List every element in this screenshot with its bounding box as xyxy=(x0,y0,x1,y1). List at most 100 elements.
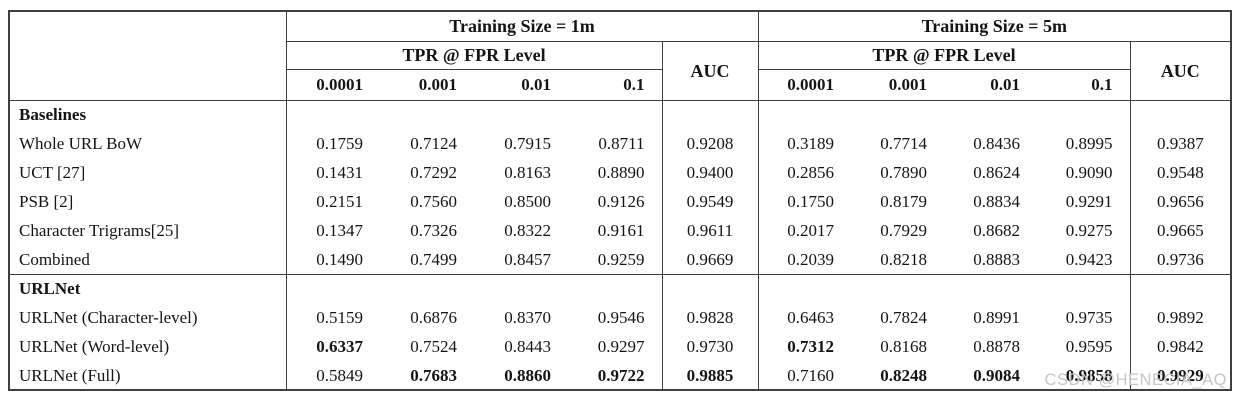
group-header-1m: Training Size = 1m xyxy=(286,11,759,42)
tpr-value: 0.7890 xyxy=(880,163,928,182)
tpr-value: 0.1490 xyxy=(316,249,363,269)
tpr-value: 0.9297 xyxy=(597,337,645,356)
tpr-value: 0.7292 xyxy=(410,163,457,182)
tpr-value: 0.8624 xyxy=(973,163,1021,182)
tpr-value: 0.9084 xyxy=(973,365,1021,385)
table-row: UCT [27] 0.1431 0.7292 0.8163 0.8890 0.9400 0.… xyxy=(9,158,1232,187)
empty-cell xyxy=(474,99,568,129)
auc-header-1m: AUC xyxy=(661,41,759,100)
tpr-value: 0.3189 xyxy=(787,134,835,153)
auc-value: 0.9548 xyxy=(1129,158,1232,187)
auc-value: 0.9549 xyxy=(661,187,759,216)
auc-value: 0.9929 xyxy=(1129,361,1232,390)
auc-value: 0.9828 xyxy=(661,303,759,332)
empty-cell xyxy=(661,99,759,129)
tpr-value: 0.7824 xyxy=(880,308,928,327)
tpr-value: 0.1750 xyxy=(787,192,835,211)
tpr-value: 0.9595 xyxy=(1065,337,1113,356)
table-row: Character Trigrams[25] 0.1347 0.7326 0.8322… xyxy=(9,216,1232,245)
tpr-value: 0.8248 xyxy=(880,365,928,385)
tpr-value: 0.7915 xyxy=(504,134,551,153)
fpr-level-5m-0: 0.0001 xyxy=(757,69,852,100)
auc-value: 0.9611 xyxy=(661,216,759,245)
row-label: UCT [27] xyxy=(9,158,287,187)
tpr-value: 0.7524 xyxy=(410,337,457,356)
empty-cell xyxy=(380,273,474,303)
tpr-value: 0.2856 xyxy=(787,163,835,182)
section-header-row: Baselines xyxy=(9,99,1232,129)
tpr-value: 0.7714 xyxy=(880,134,928,153)
auc-value: 0.9665 xyxy=(1129,216,1232,245)
tpr-value: 0.6337 xyxy=(316,337,363,356)
tpr-value: 0.9291 xyxy=(1065,192,1113,211)
table-row: Whole URL BoW 0.1759 0.7124 0.7915 0.8711 0.9… xyxy=(9,129,1232,158)
row-label: URLNet (Full) xyxy=(9,361,287,390)
auc-value: 0.9387 xyxy=(1129,129,1232,158)
auc-value: 0.9669 xyxy=(661,245,759,274)
tpr-value: 0.8883 xyxy=(973,249,1021,269)
table-row: URLNet (Full) 0.5849 0.7683 0.8860 0.9722 0.9… xyxy=(9,361,1232,390)
tpr-value: 0.8168 xyxy=(880,337,928,356)
empty-cell xyxy=(286,99,380,129)
results-table: Training Size = 1m Training Size = 5m TP… xyxy=(8,10,1233,391)
row-label: URLNet (Character-level) xyxy=(9,303,287,332)
auc-value: 0.9730 xyxy=(661,332,759,361)
empty-cell xyxy=(568,273,662,303)
tpr-value: 0.9735 xyxy=(1065,308,1113,327)
section-header-row: URLNet xyxy=(9,273,1232,303)
tpr-value: 0.7326 xyxy=(410,221,457,240)
row-label: Character Trigrams[25] xyxy=(9,216,287,245)
empty-cell xyxy=(944,99,1038,129)
tpr-value: 0.5849 xyxy=(316,365,363,385)
tpr-value: 0.7160 xyxy=(787,365,835,385)
table-row: URLNet (Character-level) 0.5159 0.6876 0.83… xyxy=(9,303,1232,332)
tpr-value: 0.9161 xyxy=(597,221,645,240)
empty-cell xyxy=(1129,273,1232,303)
tpr-value: 0.2151 xyxy=(316,192,363,211)
auc-value: 0.9400 xyxy=(661,158,759,187)
tpr-value: 0.9126 xyxy=(597,192,645,211)
tpr-value: 0.8322 xyxy=(504,221,551,240)
empty-cell xyxy=(661,273,759,303)
tpr-value: 0.8995 xyxy=(1065,134,1113,153)
empty-cell xyxy=(474,273,568,303)
empty-cell xyxy=(758,99,852,129)
tpr-value: 0.9546 xyxy=(597,308,645,327)
fpr-level-5m-3: 0.1 xyxy=(1091,75,1113,94)
tpr-value: 0.9259 xyxy=(597,249,645,269)
auc-value: 0.9656 xyxy=(1129,187,1232,216)
empty-cell xyxy=(944,273,1038,303)
row-label: PSB [2] xyxy=(9,187,287,216)
tpr-value: 0.8878 xyxy=(973,337,1021,356)
tpr-value: 0.6463 xyxy=(787,308,835,327)
tpr-value: 0.7683 xyxy=(410,365,457,385)
tpr-value: 0.8711 xyxy=(598,134,645,153)
tpr-value: 0.1759 xyxy=(316,134,363,153)
tpr-value: 0.8179 xyxy=(880,192,928,211)
tpr-value: 0.8163 xyxy=(504,163,551,182)
tpr-value: 0.7929 xyxy=(880,221,928,240)
auc-value: 0.9208 xyxy=(661,129,759,158)
auc-value: 0.9892 xyxy=(1129,303,1232,332)
row-label: Combined xyxy=(9,245,287,274)
tpr-value: 0.9423 xyxy=(1065,249,1113,269)
header-row-fpr-levels: 0.0001 0.001 0.01 0.1 0.0001 0.001 0.01 … xyxy=(9,69,1231,100)
section-title: Baselines xyxy=(9,99,287,129)
fpr-level-1m-0: 0.0001 xyxy=(316,75,363,94)
tpr-value: 0.2017 xyxy=(787,221,835,240)
tpr-value: 0.9858 xyxy=(1065,365,1113,385)
tpr-value: 0.1431 xyxy=(316,163,363,182)
empty-cell xyxy=(851,99,945,129)
empty-cell xyxy=(1037,99,1131,129)
tpr-fpr-header-1m: TPR @ FPR Level xyxy=(286,41,662,70)
tpr-value: 0.7560 xyxy=(410,192,457,211)
table-body: Baselines Whole URL BoW 0.1759 0.7124 0.7915… xyxy=(9,99,1232,390)
tpr-value: 0.8457 xyxy=(504,249,551,269)
empty-cell xyxy=(568,99,662,129)
tpr-fpr-header-5m: TPR @ FPR Level xyxy=(758,41,1131,70)
tpr-value: 0.9090 xyxy=(1065,163,1113,182)
table-row: Combined 0.1490 0.7499 0.8457 0.9259 0.9669 0.… xyxy=(9,245,1232,274)
tpr-value: 0.7124 xyxy=(410,134,457,153)
tpr-value: 0.8218 xyxy=(880,249,928,269)
